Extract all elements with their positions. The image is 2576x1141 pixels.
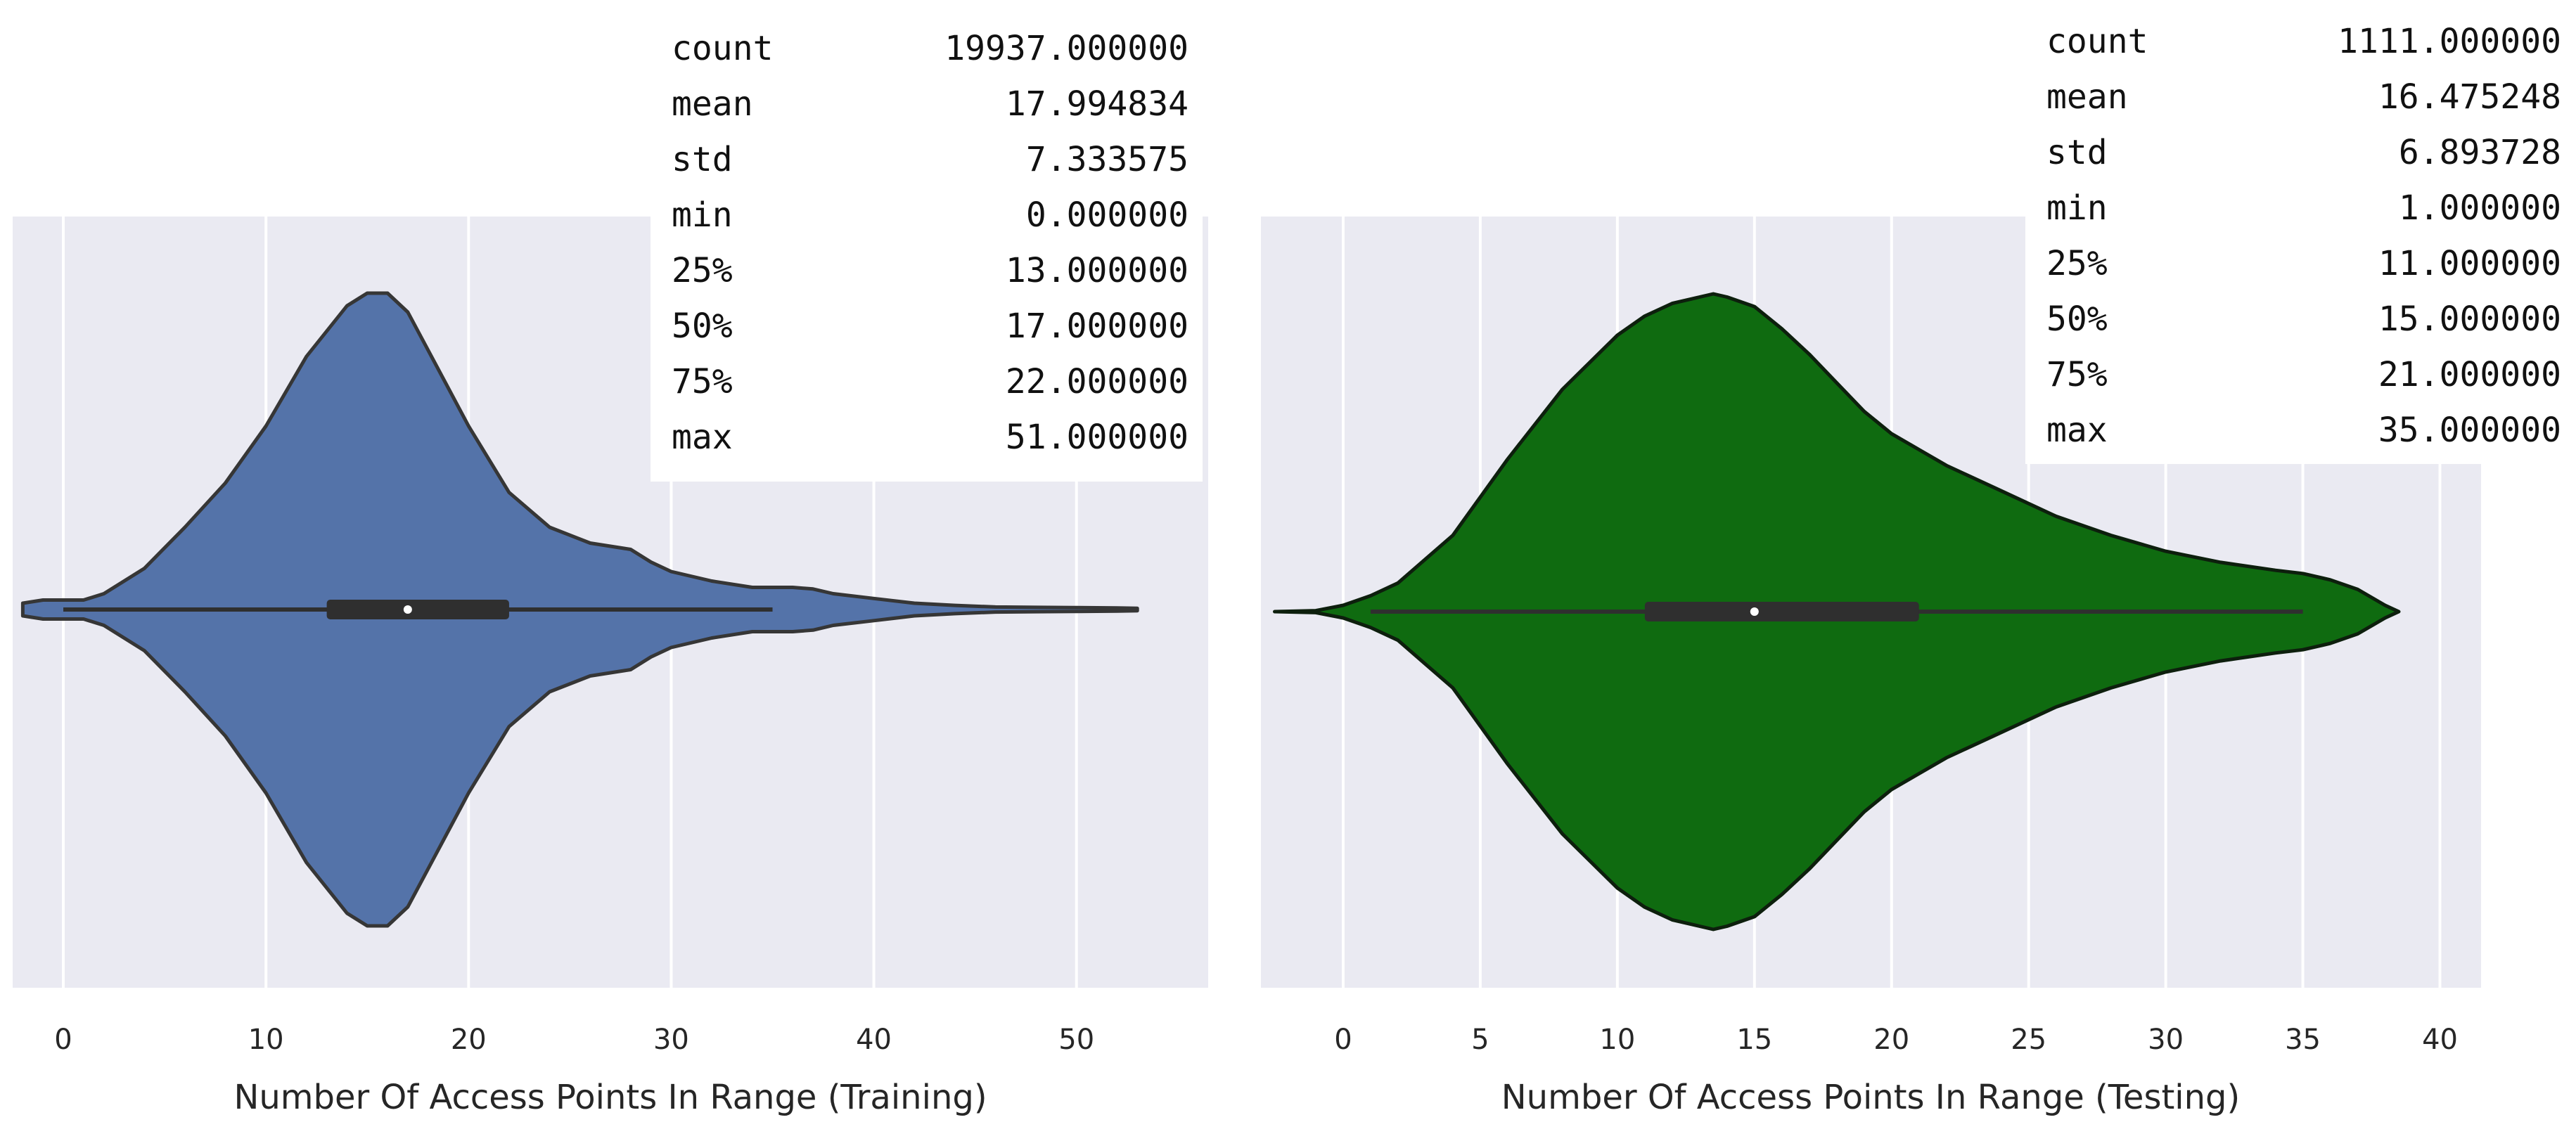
training-x-tick-0: 0 — [54, 1024, 72, 1056]
training-stat-label-5: 50% — [672, 307, 733, 346]
training-stat-value-3: 0.000000 — [1026, 195, 1188, 235]
testing-stat-label-5: 50% — [2046, 299, 2108, 339]
training-stats-background — [651, 21, 1203, 482]
training-stat-label-2: std — [672, 140, 733, 179]
testing-stat-label-1: mean — [2046, 77, 2128, 117]
training-stat-value-1: 17.994834 — [1006, 84, 1188, 124]
testing-stat-label-0: count — [2046, 22, 2148, 61]
testing-stat-label-6: 75% — [2046, 355, 2108, 394]
testing-x-tick-40: 40 — [2422, 1024, 2458, 1056]
testing-stat-value-1: 16.475248 — [2378, 77, 2561, 117]
training-x-tick-10: 10 — [248, 1024, 284, 1056]
testing-x-tick-15: 15 — [1736, 1024, 1772, 1056]
testing-stats-background — [2025, 0, 2574, 464]
training-median-dot — [403, 605, 412, 614]
training-stat-label-3: min — [672, 195, 733, 235]
testing-stats-box: count 1111.000000 mean 16.475248 std 6.893728… — [2025, 0, 2574, 464]
training-stat-label-1: mean — [672, 84, 753, 124]
training-stat-value-7: 51.000000 — [1006, 418, 1188, 457]
testing-x-tick-30: 30 — [2148, 1024, 2184, 1056]
testing-violin-panel: 0 5 10 15 20 25 30 35 40 Number Of Access Points… — [1261, 0, 2574, 1117]
training-stat-label-6: 75% — [672, 362, 733, 401]
training-stat-value-5: 17.000000 — [1006, 307, 1188, 346]
testing-x-axis-label: Number Of Access Points In Range (Testin… — [1501, 1078, 2240, 1117]
training-box — [63, 600, 773, 619]
training-x-tick-labels: 0 10 20 30 40 50 — [54, 1024, 1094, 1056]
testing-x-tick-0: 0 — [1334, 1024, 1352, 1056]
training-stat-value-4: 13.000000 — [1006, 251, 1188, 290]
testing-x-tick-labels: 0 5 10 15 20 25 30 35 40 — [1334, 1024, 2458, 1056]
testing-x-tick-20: 20 — [1873, 1024, 1909, 1056]
testing-stat-value-0: 1111.000000 — [2338, 22, 2561, 61]
training-stat-value-2: 7.333575 — [1026, 140, 1188, 179]
training-violin-panel: 0 10 20 30 40 50 Number Of Access Points In R… — [13, 21, 1208, 1117]
training-x-tick-30: 30 — [653, 1024, 689, 1056]
testing-stat-label-2: std — [2046, 133, 2108, 172]
testing-stat-label-3: min — [2046, 188, 2108, 228]
testing-stat-value-2: 6.893728 — [2399, 133, 2561, 172]
training-x-axis-label: Number Of Access Points In Range (Traini… — [233, 1078, 987, 1117]
training-x-tick-40: 40 — [856, 1024, 892, 1056]
training-stat-value-6: 22.000000 — [1006, 362, 1188, 401]
training-stats-box: count 19937.000000 mean 17.994834 std 7.33357… — [651, 21, 1203, 482]
testing-stat-value-3: 1.000000 — [2399, 188, 2561, 228]
testing-x-tick-25: 25 — [2011, 1024, 2046, 1056]
testing-box — [1370, 602, 2303, 621]
training-stat-label-0: count — [672, 29, 774, 68]
testing-stat-value-6: 21.000000 — [2378, 355, 2561, 394]
testing-stat-value-4: 11.000000 — [2378, 244, 2561, 283]
training-x-tick-50: 50 — [1058, 1024, 1094, 1056]
testing-x-tick-35: 35 — [2285, 1024, 2321, 1056]
testing-stat-label-4: 25% — [2046, 244, 2108, 283]
training-x-tick-20: 20 — [451, 1024, 487, 1056]
testing-stats-rows: count 1111.000000 mean 16.475248 std 6.893728… — [2046, 22, 2561, 450]
training-stat-label-7: max — [672, 418, 733, 457]
training-stats-rows: count 19937.000000 mean 17.994834 std 7.33357… — [672, 29, 1188, 457]
training-iqr-box — [326, 600, 509, 619]
testing-stat-value-7: 35.000000 — [2378, 411, 2561, 450]
testing-median-dot — [1750, 607, 1759, 616]
testing-stat-value-5: 15.000000 — [2378, 299, 2561, 339]
testing-x-tick-10: 10 — [1599, 1024, 1635, 1056]
testing-stat-label-7: max — [2046, 411, 2108, 450]
training-stat-value-0: 19937.000000 — [944, 29, 1188, 68]
training-stat-label-4: 25% — [672, 251, 733, 290]
testing-x-tick-5: 5 — [1471, 1024, 1489, 1056]
testing-iqr-box — [1644, 602, 1919, 621]
